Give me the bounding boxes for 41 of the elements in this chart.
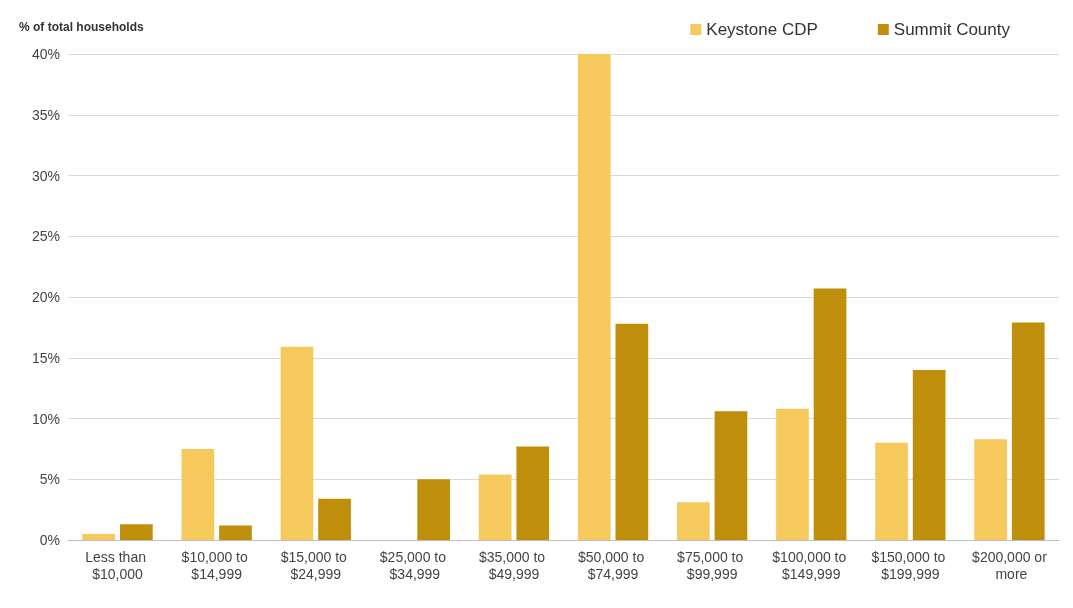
x-tick-label: $100,000 to $149,999 xyxy=(772,548,851,582)
y-tick-label: 15% xyxy=(31,349,60,366)
bar xyxy=(120,524,153,540)
y-tick-label: 40% xyxy=(31,46,60,62)
bar xyxy=(813,288,847,540)
bar xyxy=(615,323,649,540)
x-tick-label: $50,000 to $74,999 xyxy=(578,548,649,582)
y-tick-label: 35% xyxy=(31,106,60,123)
y-tick-label: 10% xyxy=(31,410,60,427)
y-tick-label: 30% xyxy=(31,167,60,184)
bar xyxy=(478,474,512,540)
y-tick-label: 25% xyxy=(31,228,60,245)
legend-label: Keystone CDP xyxy=(706,20,818,39)
bar xyxy=(82,533,116,540)
x-tick-label: Less than $10,000 xyxy=(85,548,150,582)
bar xyxy=(714,411,748,540)
x-tick-label: $35,000 to $49,999 xyxy=(478,548,549,582)
legend-label: Summit County xyxy=(893,20,1011,39)
y-tick-label: 5% xyxy=(39,471,60,488)
x-tick-label: $75,000 to $99,999 xyxy=(677,548,748,582)
bar xyxy=(676,502,710,540)
bar xyxy=(776,408,809,540)
bar xyxy=(417,479,451,540)
y-axis-title: % of total households xyxy=(19,20,144,34)
bar xyxy=(875,442,908,540)
bar xyxy=(280,346,314,540)
bar xyxy=(516,446,550,540)
x-tick-label: $10,000 to $14,999 xyxy=(181,548,252,582)
x-tick-label: $15,000 to $24,999 xyxy=(280,548,351,582)
bar xyxy=(974,439,1007,540)
y-tick-label: 0% xyxy=(39,532,60,548)
bar xyxy=(219,525,252,540)
x-tick-label: $200,000 or more xyxy=(972,548,1048,582)
bar xyxy=(577,54,611,540)
bar xyxy=(318,498,351,540)
bar xyxy=(181,448,215,540)
bar xyxy=(1011,322,1045,540)
y-tick-label: 20% xyxy=(31,289,60,305)
x-tick-label: $25,000 to $34,999 xyxy=(379,548,450,582)
bar xyxy=(912,369,946,540)
x-tick-label: $150,000 to $199,999 xyxy=(871,548,950,582)
